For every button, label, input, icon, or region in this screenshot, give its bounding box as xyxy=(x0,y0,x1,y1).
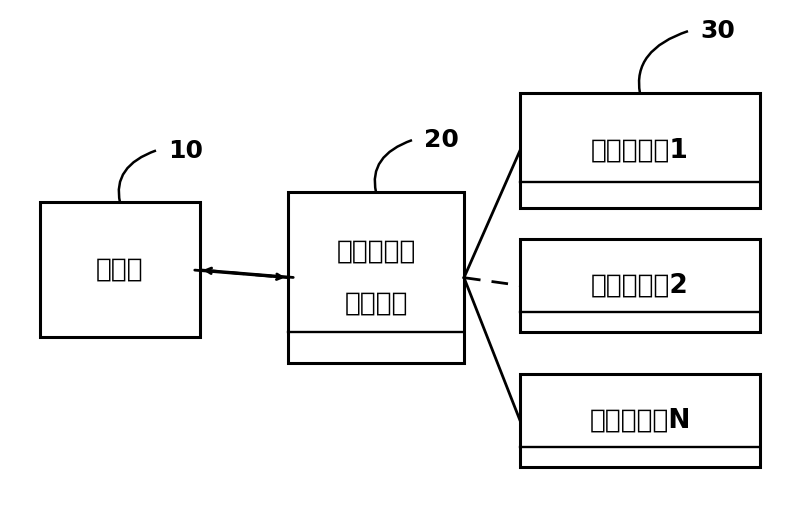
Bar xyxy=(520,93,760,208)
Text: 分布式缓存: 分布式缓存 xyxy=(336,239,416,265)
Text: 缓存服务器N: 缓存服务器N xyxy=(590,407,690,433)
Bar xyxy=(288,192,464,363)
Text: 10: 10 xyxy=(168,139,203,162)
Text: 缓存服务器1: 缓存服务器1 xyxy=(591,138,689,163)
Text: 控制装置: 控制装置 xyxy=(344,291,408,317)
Bar xyxy=(520,239,760,332)
Bar xyxy=(520,374,760,467)
Text: 20: 20 xyxy=(424,128,459,152)
Text: 客户端: 客户端 xyxy=(96,257,144,283)
Text: 30: 30 xyxy=(700,19,735,43)
Bar xyxy=(40,202,200,337)
Text: 缓存服务器2: 缓存服务器2 xyxy=(591,272,689,298)
